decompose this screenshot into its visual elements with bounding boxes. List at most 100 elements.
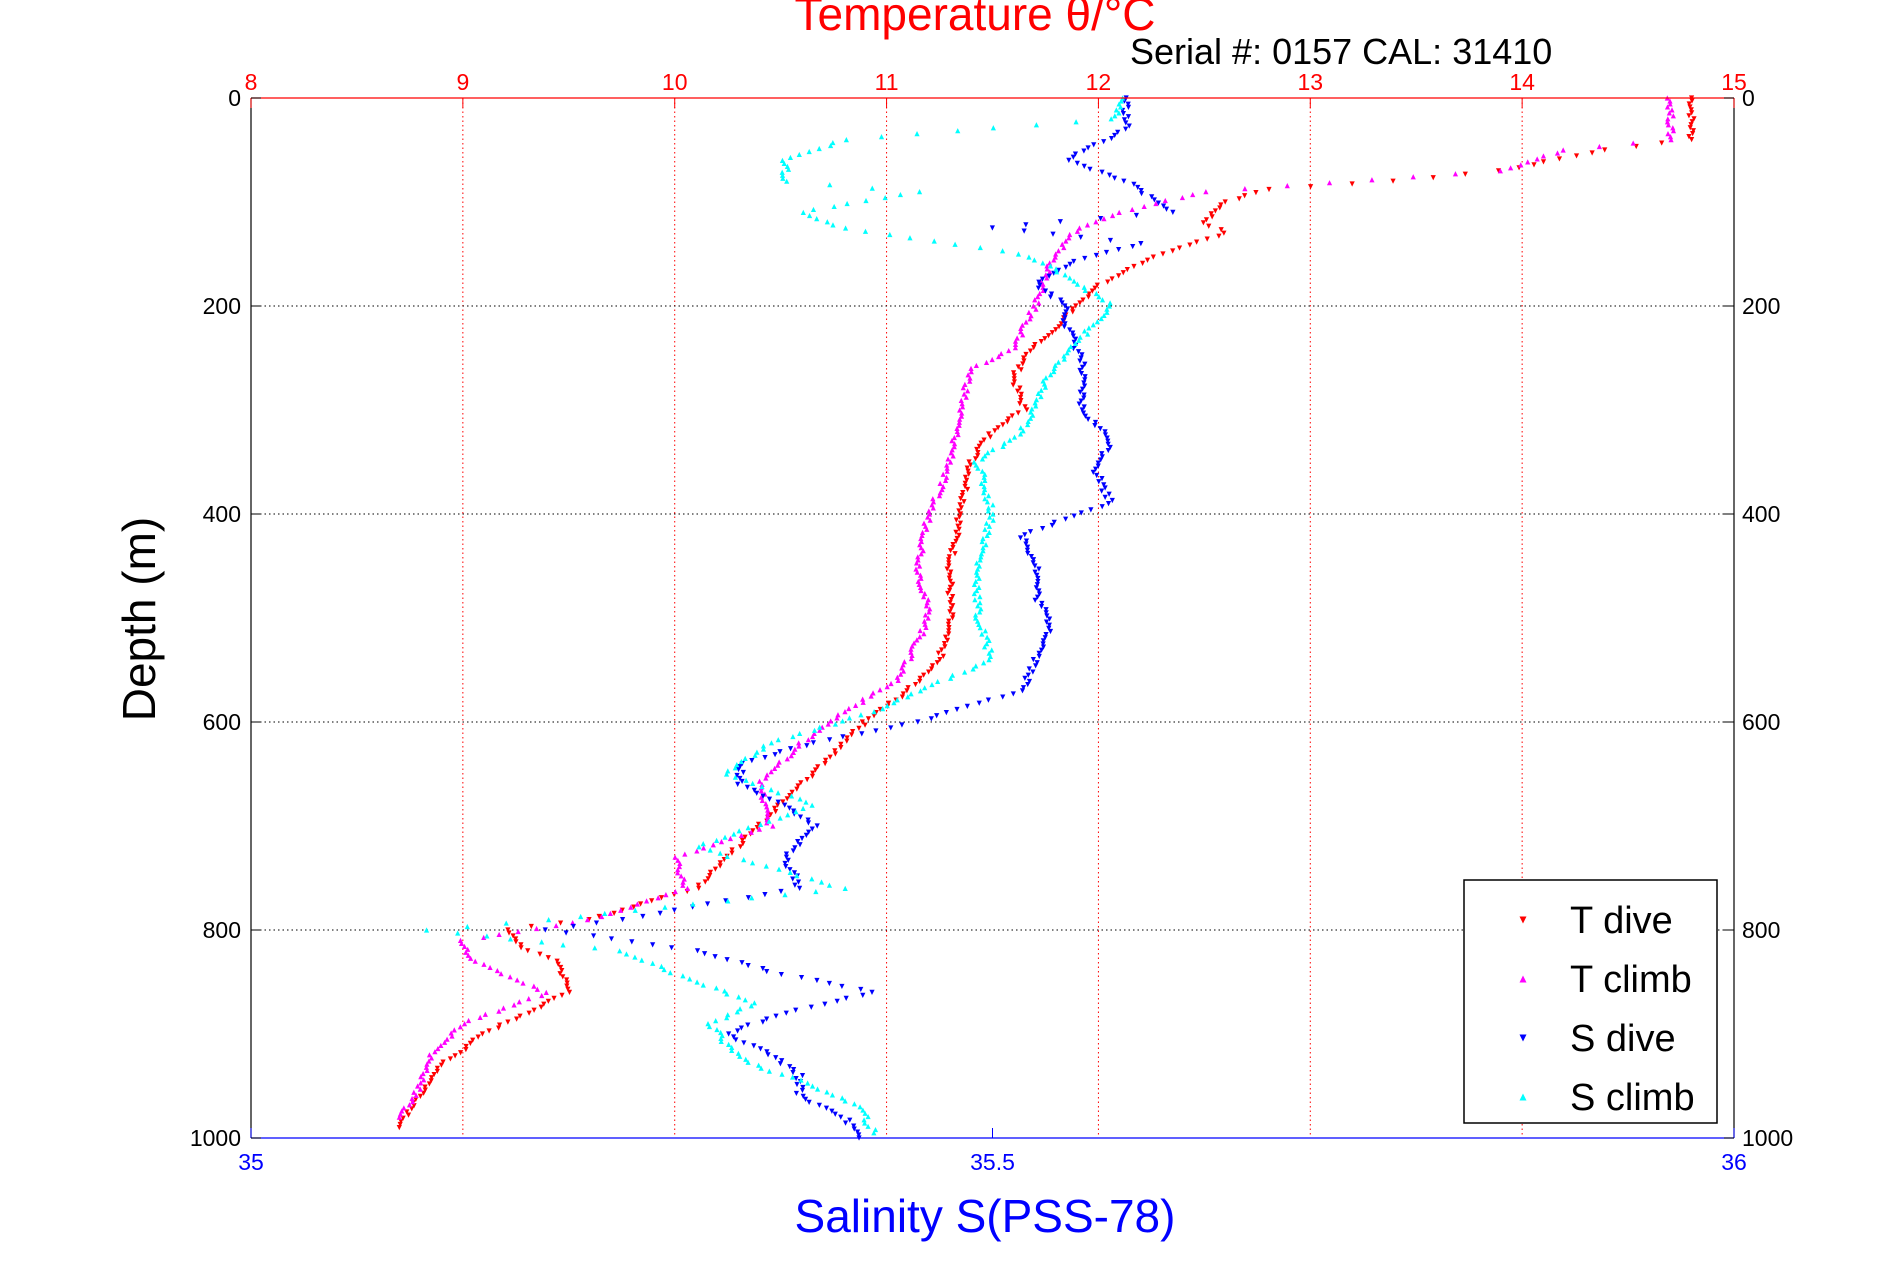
- data-point-t-dive: [1222, 199, 1228, 205]
- data-point-t-dive: [737, 844, 744, 850]
- data-point-t-dive: [1462, 171, 1468, 177]
- data-point-t-dive: [1349, 181, 1355, 187]
- data-point-t-climb: [1667, 98, 1673, 104]
- data-point-s-dive: [740, 769, 746, 776]
- data-point-t-climb: [957, 407, 963, 413]
- data-point-t-climb: [1540, 153, 1547, 159]
- data-point-s-climb: [955, 128, 961, 134]
- data-point-t-climb: [468, 955, 474, 961]
- data-point-t-climb: [796, 740, 802, 746]
- data-point-t-dive: [438, 1062, 445, 1068]
- data-point-s-climb: [974, 572, 980, 578]
- data-point-t-dive: [1308, 184, 1314, 190]
- data-point-t-climb: [477, 1014, 483, 1020]
- data-point-t-dive: [1089, 288, 1095, 294]
- data-point-s-dive: [1138, 191, 1145, 197]
- data-point-s-dive: [1022, 532, 1028, 538]
- data-point-s-dive: [1067, 327, 1073, 333]
- series-s-dive: [542, 95, 1176, 1141]
- data-point-s-dive: [1077, 389, 1083, 395]
- data-point-s-climb: [1025, 418, 1031, 425]
- x-top-tick-label: 11: [875, 69, 899, 95]
- data-point-s-dive: [712, 954, 718, 960]
- data-point-t-climb: [655, 895, 661, 901]
- data-point-s-climb: [1107, 300, 1113, 306]
- data-point-s-climb: [1028, 409, 1034, 415]
- data-point-s-dive: [773, 1055, 779, 1061]
- data-point-s-dive: [1081, 395, 1087, 401]
- data-point-t-dive: [941, 641, 948, 647]
- data-point-t-climb: [684, 885, 691, 891]
- data-point-s-dive: [1036, 279, 1042, 285]
- data-point-t-climb: [1040, 281, 1046, 287]
- data-point-t-dive: [557, 920, 564, 926]
- data-point-s-dive: [1082, 383, 1088, 389]
- data-point-t-dive: [405, 1112, 412, 1118]
- data-point-t-climb: [710, 842, 716, 848]
- data-point-t-climb: [1012, 338, 1019, 344]
- data-point-s-dive: [1079, 352, 1085, 358]
- data-point-s-climb: [979, 456, 986, 462]
- data-point-t-dive: [1120, 270, 1126, 276]
- data-point-t-climb: [534, 986, 540, 992]
- data-point-s-dive: [1092, 419, 1099, 426]
- data-point-t-climb: [756, 826, 763, 832]
- data-point-s-climb: [972, 615, 979, 621]
- data-point-s-climb: [973, 663, 979, 669]
- data-point-t-climb: [924, 600, 930, 606]
- data-point-t-dive: [1208, 211, 1214, 217]
- data-point-s-dive: [1160, 203, 1167, 209]
- data-point-t-climb: [917, 634, 923, 640]
- data-point-s-dive: [760, 1019, 766, 1025]
- data-point-s-climb: [1116, 110, 1122, 116]
- data-point-t-dive: [950, 581, 956, 587]
- data-point-t-dive: [960, 489, 966, 496]
- data-point-s-climb: [1038, 387, 1044, 393]
- data-point-t-dive: [975, 453, 981, 459]
- data-point-s-dive: [1057, 219, 1063, 225]
- data-point-s-dive: [1093, 252, 1099, 259]
- data-point-s-dive: [954, 706, 960, 713]
- y-tick-label-left: 400: [203, 501, 241, 527]
- data-point-t-climb: [765, 807, 771, 813]
- data-point-s-dive: [1098, 457, 1104, 463]
- data-point-t-climb: [618, 907, 624, 913]
- data-point-t-dive: [1023, 351, 1029, 358]
- data-point-s-climb: [871, 709, 877, 715]
- data-point-s-climb: [800, 209, 806, 215]
- data-point-s-climb: [732, 765, 738, 771]
- data-point-t-dive: [957, 511, 964, 517]
- data-point-t-climb: [925, 615, 931, 621]
- data-point-t-dive: [1017, 394, 1024, 401]
- data-point-s-climb: [742, 997, 748, 1003]
- data-point-t-dive: [771, 805, 778, 811]
- data-point-s-climb: [718, 1035, 724, 1042]
- data-point-t-climb: [968, 365, 974, 371]
- data-point-s-dive: [1040, 638, 1046, 644]
- data-point-s-climb: [1067, 275, 1073, 281]
- data-point-s-dive: [786, 805, 793, 811]
- data-point-s-dive: [814, 823, 820, 829]
- data-point-s-dive: [724, 957, 730, 963]
- data-point-t-climb: [463, 949, 469, 955]
- data-point-t-climb: [923, 624, 929, 630]
- data-point-t-climb: [947, 459, 954, 465]
- data-point-t-dive: [1687, 125, 1693, 131]
- data-point-t-climb: [401, 1105, 407, 1111]
- data-point-t-dive: [564, 983, 570, 989]
- data-point-t-dive: [1005, 416, 1012, 422]
- data-point-t-climb: [939, 486, 945, 493]
- data-point-s-dive: [787, 867, 793, 873]
- data-point-t-dive: [1116, 273, 1122, 279]
- data-point-s-climb: [546, 917, 552, 923]
- data-point-t-climb: [1051, 257, 1057, 263]
- data-point-t-climb: [663, 892, 669, 898]
- data-point-s-dive: [1061, 312, 1068, 318]
- data-point-s-dive: [964, 703, 970, 709]
- data-point-s-climb: [800, 805, 806, 811]
- data-point-s-dive: [795, 839, 801, 845]
- data-point-s-climb: [784, 178, 790, 184]
- data-point-s-dive: [810, 740, 816, 746]
- data-point-t-climb: [543, 989, 549, 995]
- data-point-s-dive: [777, 749, 783, 755]
